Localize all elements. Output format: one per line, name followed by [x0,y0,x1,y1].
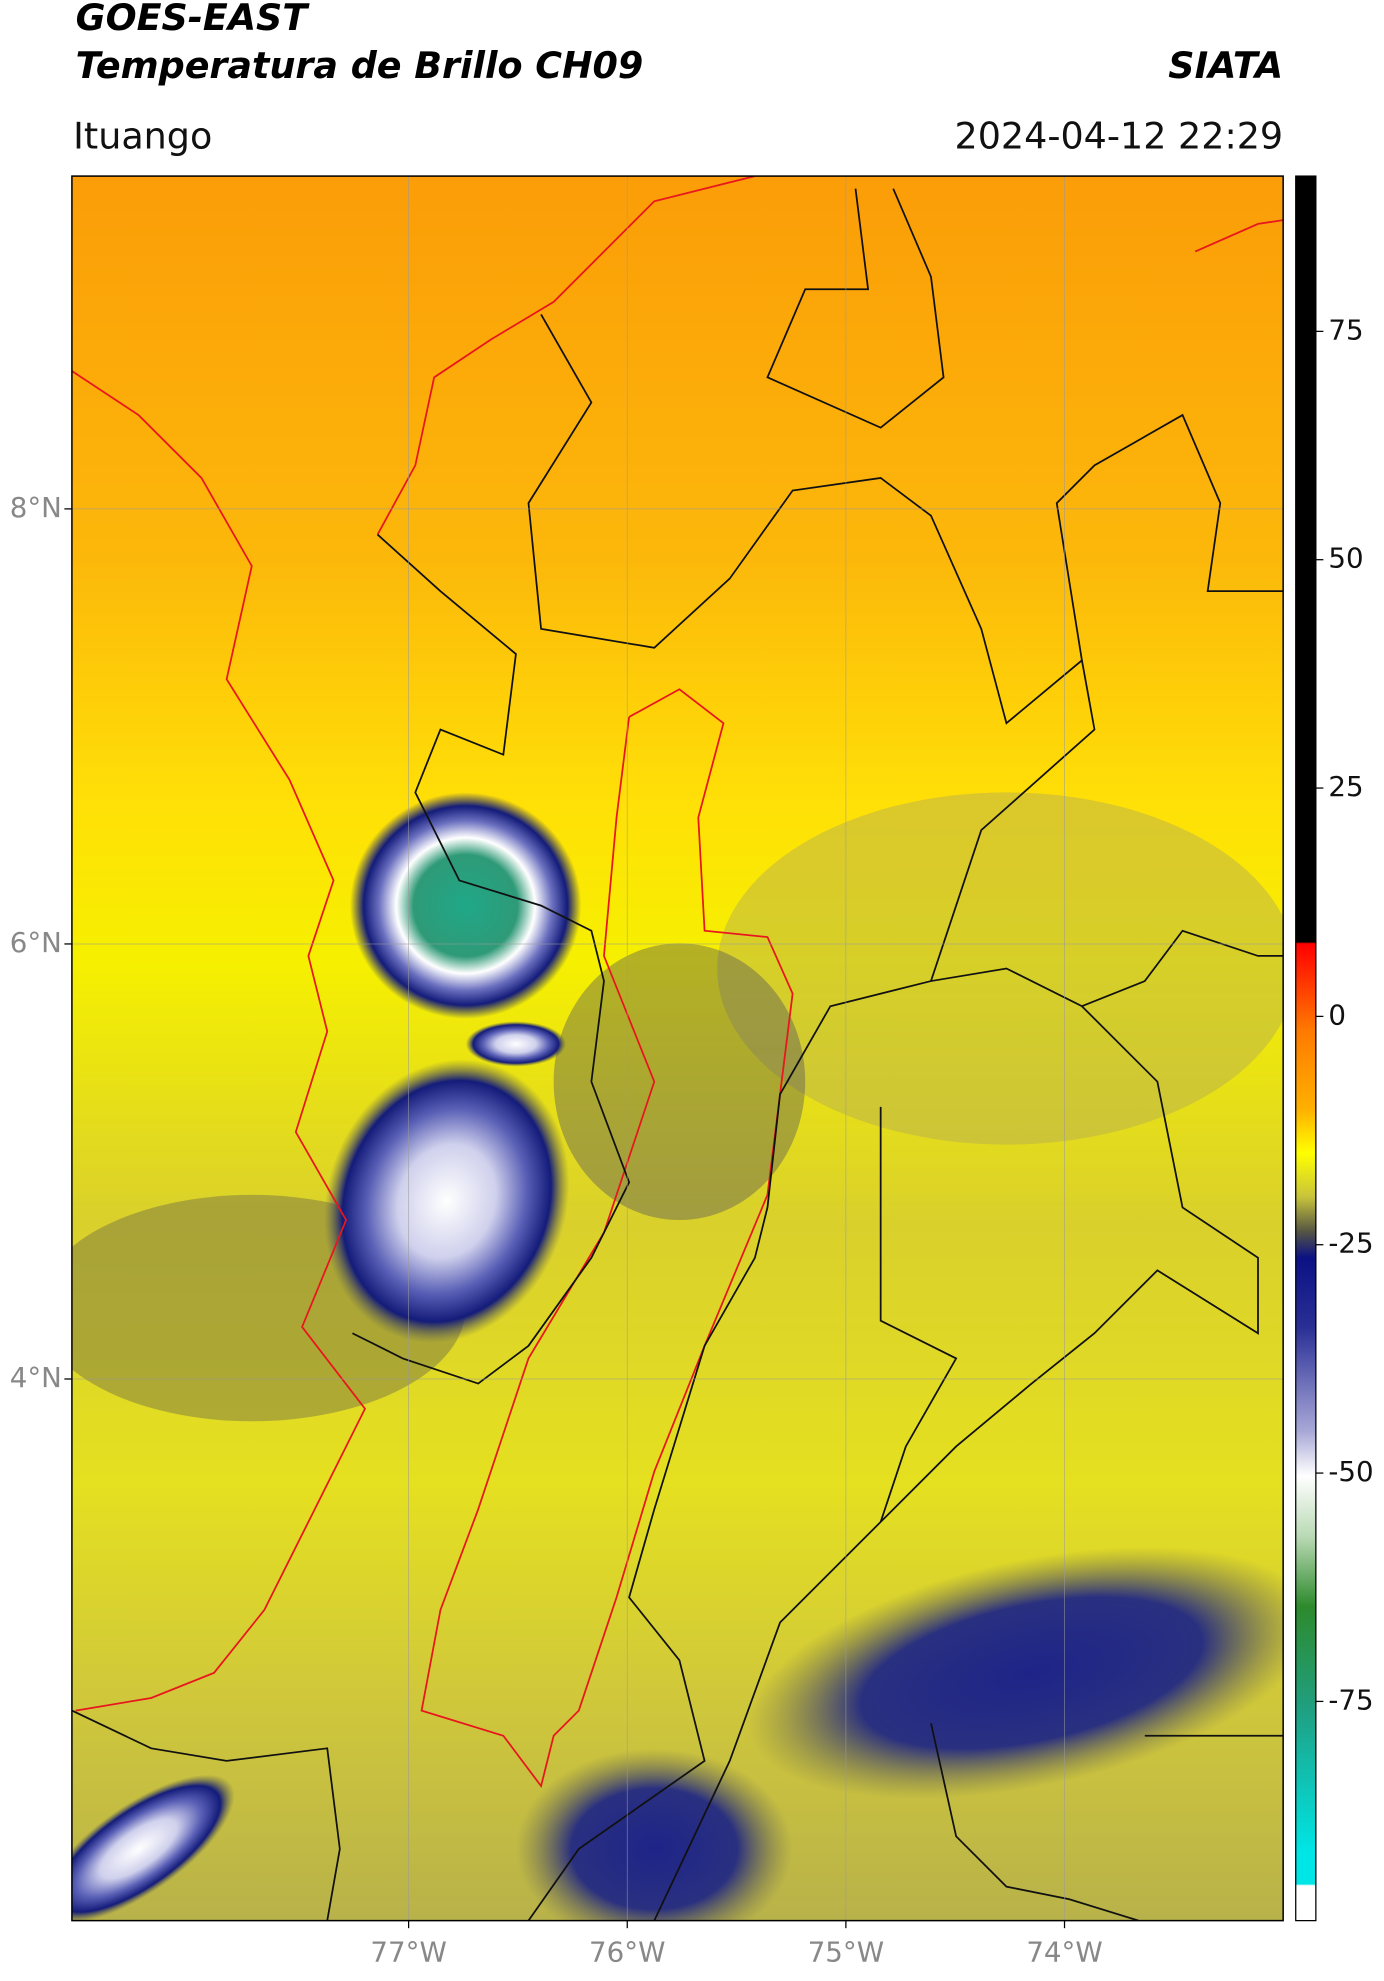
colorbar-ticks: 75 50 25 0 -25 -50 -75 [1315,313,1374,1716]
title: GOES-EAST [76,0,311,39]
colorbar-tick-label: -50 [1328,1455,1373,1488]
colorbar [1295,175,1317,1922]
lat-label: 4°N [10,1361,62,1394]
map-frame [71,175,1284,1922]
lat-label: 6°N [10,926,62,959]
organization: SIATA [1168,44,1283,87]
lon-label: 75°W [808,1935,884,1968]
subtitle: Temperatura de Brillo CH09 [76,44,644,87]
colorbar-tick-label: 50 [1328,542,1363,575]
colorbar-tick-label: 75 [1328,313,1363,346]
lon-label: 74°W [1026,1935,1102,1968]
colorbar-tick-label: 25 [1328,770,1363,803]
location: Ituango [73,114,212,157]
map-image [71,176,1284,1921]
datetime: 2024-04-12 22:29 [955,114,1284,157]
graticule: 8°N 6°N 4°N 77°W 76°W 75°W 74°W [10,176,1284,1968]
colorbar-tick-label: -75 [1328,1683,1373,1716]
lat-label: 8°N [10,491,62,524]
lon-label: 77°W [370,1935,446,1968]
lon-label: 76°W [589,1935,665,1968]
colorbar-tick-label: 0 [1328,998,1346,1031]
colorbar-tick-label: -25 [1328,1227,1373,1260]
